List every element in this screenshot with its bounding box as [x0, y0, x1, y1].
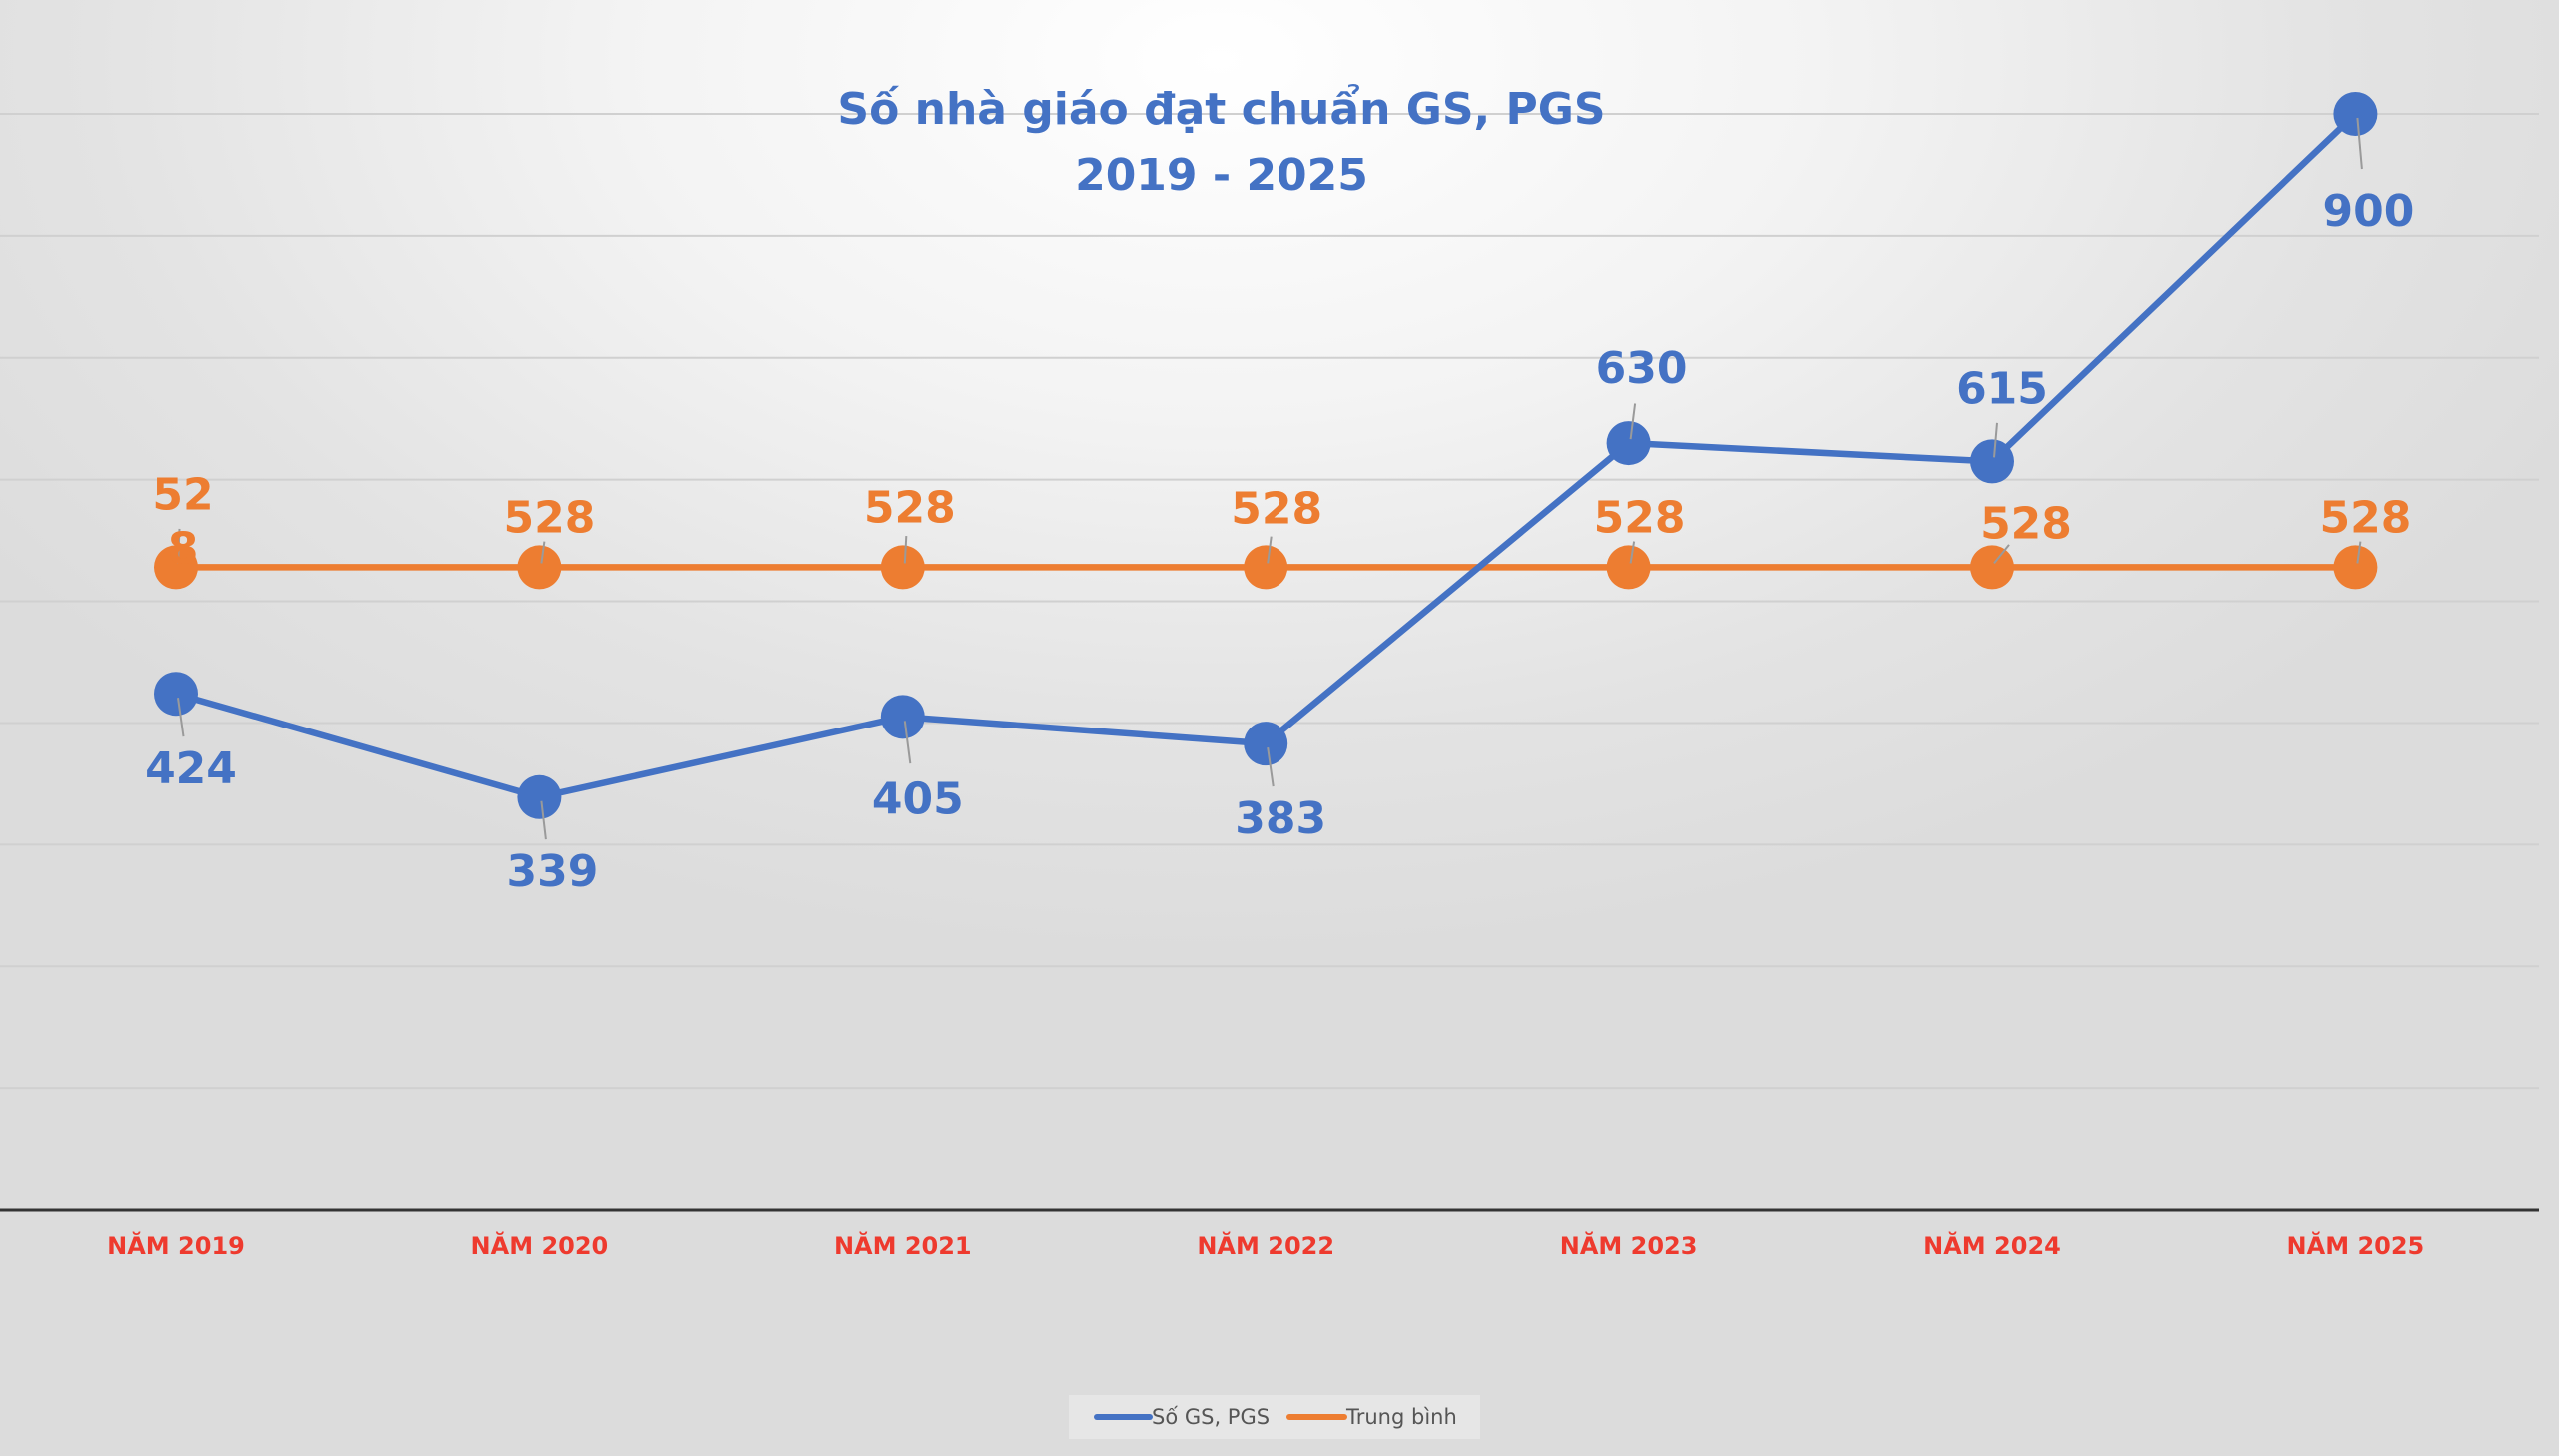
data-point-marker[interactable]	[2333, 92, 2378, 136]
data-point-marker[interactable]	[517, 545, 562, 590]
leader-line	[1267, 747, 1275, 787]
data-label: 339	[506, 846, 598, 897]
data-label: 528	[1231, 483, 1322, 534]
data-point-marker[interactable]	[2333, 545, 2378, 590]
data-label: 528	[503, 492, 595, 543]
x-tick-label: NĂM 2022	[1197, 1230, 1334, 1260]
legend-item-so-gs-pgs[interactable]: Số GS, PGS	[1152, 1405, 1270, 1429]
leader-line	[177, 698, 185, 737]
x-tick-label: NĂM 2020	[471, 1230, 609, 1260]
gridlines	[0, 113, 2539, 1212]
data-point-marker[interactable]	[880, 545, 925, 590]
x-axis-labels: NĂM 2019 NĂM 2020 NĂM 2021 NĂM 2022 NĂM 2023…	[107, 1230, 2424, 1260]
leader-line	[540, 541, 546, 564]
data-point-marker[interactable]	[517, 774, 562, 819]
chart-subtitle: 2019 - 2025	[1075, 150, 1368, 201]
leader-line	[903, 536, 908, 564]
data-point-marker[interactable]	[154, 545, 198, 590]
series-group	[154, 92, 2378, 819]
leader-line	[903, 721, 912, 764]
data-label: 900	[2322, 186, 2414, 237]
leader-line	[1267, 536, 1273, 564]
data-point-marker[interactable]	[154, 672, 198, 717]
legend-item-trung-binh[interactable]: Trung bình	[1345, 1405, 1457, 1429]
data-label: 528	[1980, 498, 2072, 549]
data-label: 383	[1235, 793, 1326, 844]
data-point-marker[interactable]	[1970, 545, 2014, 590]
x-tick-label: NĂM 2019	[107, 1230, 245, 1260]
data-label: 405	[872, 773, 964, 824]
data-point-marker[interactable]	[1606, 545, 1651, 590]
leader-line	[1629, 403, 1637, 440]
data-point-marker[interactable]	[880, 695, 925, 739]
data-label: 528	[864, 482, 956, 533]
data-point-marker[interactable]	[1244, 545, 1288, 590]
data-labels: 52 8 528 528 528 528 528 528 424 339 405 383 630 615 9…	[145, 117, 2414, 897]
data-point-marker[interactable]	[1606, 421, 1651, 466]
data-point-marker[interactable]	[1244, 722, 1288, 766]
leader-line	[177, 528, 181, 564]
leader-line	[1993, 422, 1998, 458]
x-tick-label: NĂM 2021	[834, 1230, 972, 1260]
data-label: 615	[1956, 363, 2048, 414]
data-label: 424	[145, 743, 237, 794]
x-tick-label: NĂM 2025	[2287, 1230, 2425, 1260]
data-label: 528	[1594, 492, 1686, 543]
data-label: 528	[2319, 492, 2411, 543]
x-tick-label: NĂM 2023	[1560, 1230, 1698, 1260]
leader-line	[540, 800, 547, 840]
leader-line	[2356, 541, 2362, 564]
legend[interactable]: Số GS, PGS Trung bình	[1069, 1395, 1480, 1439]
data-label: 630	[1596, 343, 1688, 394]
data-point-marker[interactable]	[1970, 439, 2014, 484]
leader-line	[2356, 117, 2363, 170]
chart-title: Số nhà giáo đạt chuẩn GS, PGS	[837, 83, 1605, 135]
leader-line	[1993, 544, 2010, 565]
x-tick-label: NĂM 2024	[1923, 1230, 2061, 1260]
series-line-0	[175, 111, 2358, 801]
leader-line	[1629, 541, 1636, 564]
